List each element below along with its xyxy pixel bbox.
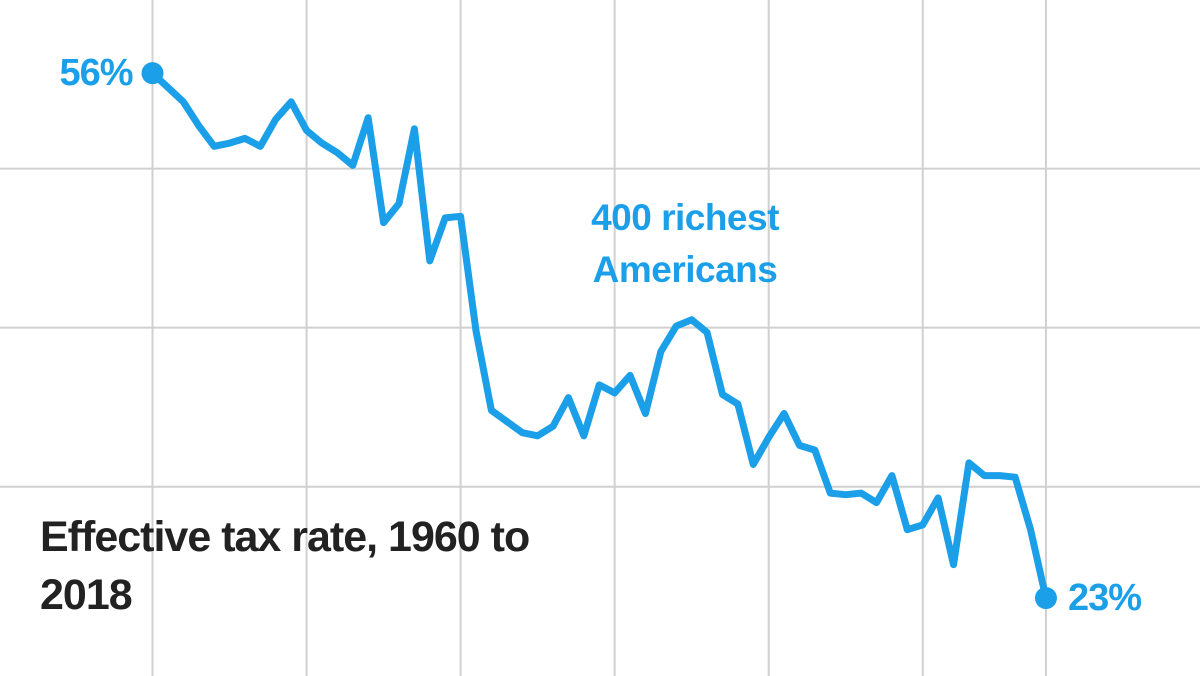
end-dot [1034,587,1057,610]
data-line [150,70,1050,599]
data-label: 56% [59,52,132,94]
chart-title: Effective tax rate, 1960 to 2018 [40,513,530,619]
end-dot [141,62,164,85]
data-label: 23% [1068,577,1141,619]
series-label: 400 richest Americans [591,197,779,290]
